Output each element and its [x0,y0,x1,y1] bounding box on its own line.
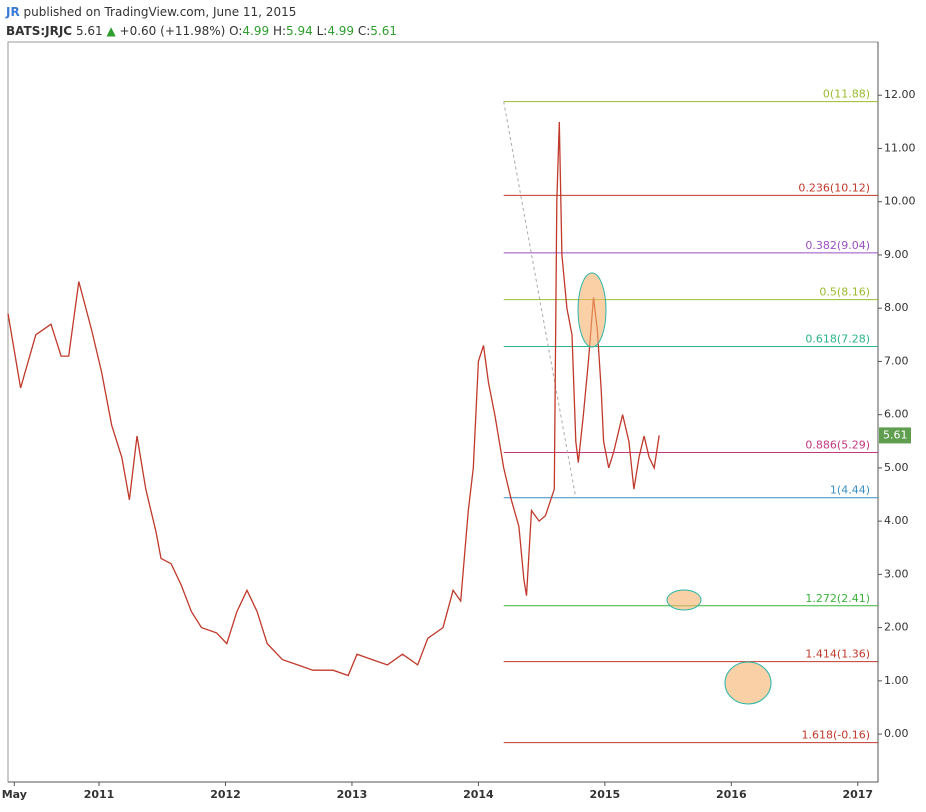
last-price-label: 5.61 [883,428,908,441]
y-tick-label: 3.00 [884,567,909,580]
close-label: C: [357,24,371,38]
y-tick-label: 0.00 [884,727,909,740]
highlight-ellipse [724,661,772,705]
fib-level-label: 1(4.44) [830,484,870,497]
x-tick-label: 2013 [337,788,368,801]
close: 5.61 [370,24,398,38]
x-tick-label: 2016 [716,788,747,801]
fib-level-label: 1.272(2.41) [805,592,870,605]
trendline [503,101,577,498]
y-tick-label: 5.00 [884,461,909,474]
fib-level-label: 0.618(7.28) [805,333,870,346]
header: JR published on TradingView.com, June 11… [6,3,397,41]
y-tick-label: 1.00 [884,674,909,687]
y-tick-label: 8.00 [884,301,909,314]
fib-level-label: 0(11.88) [823,88,870,101]
fib-level-label: 0.236(10.12) [798,181,870,194]
high: 5.94 [286,24,313,38]
header-line-2: BATS:JRJC 5.61 ▲ +0.60 (+11.98%) O:4.99 … [6,22,397,41]
highlight-ellipse [577,272,607,348]
y-tick-label: 4.00 [884,514,909,527]
last: 5.61 [75,24,103,38]
high-label: H: [272,24,287,38]
y-tick-label: 7.00 [884,354,909,367]
y-tick-label: 6.00 [884,408,909,421]
fib-level-label: 0.382(9.04) [805,239,870,252]
fib-level-label: 0.886(5.29) [805,438,870,451]
x-tick-label: 2015 [590,788,621,801]
change: +0.60 (+11.98%) [119,24,226,38]
low: 4.99 [327,24,355,38]
x-tick-label: 2012 [210,788,241,801]
header-line-1: JR published on TradingView.com, June 11… [6,3,397,22]
fib-level-label: 1.414(1.36) [805,648,870,661]
y-tick-label: 2.00 [884,621,909,634]
arrow: ▲ [106,24,116,38]
highlight-ellipse [666,589,702,611]
x-tick-label: 2017 [842,788,873,801]
x-tick-label: 2014 [463,788,494,801]
x-tick-label: May [2,788,27,801]
open-label: O: [229,24,243,38]
y-tick-label: 9.00 [884,248,909,261]
low-label: L: [316,24,328,38]
y-tick-label: 11.00 [884,141,916,154]
symbol: BATS:JRJC [6,24,73,38]
last-price-tag [879,427,911,444]
fib-level-label: 1.618(-0.16) [801,729,870,742]
author: JR [6,5,20,19]
fib-level-label: 0.5(8.16) [819,286,870,299]
published: published on TradingView.com, June 11, 2… [23,5,297,19]
y-tick-label: 10.00 [884,195,916,208]
open: 4.99 [242,24,270,38]
y-tick-label: 12.00 [884,88,916,101]
plot-frame [7,41,879,783]
x-tick-label: 2011 [84,788,115,801]
